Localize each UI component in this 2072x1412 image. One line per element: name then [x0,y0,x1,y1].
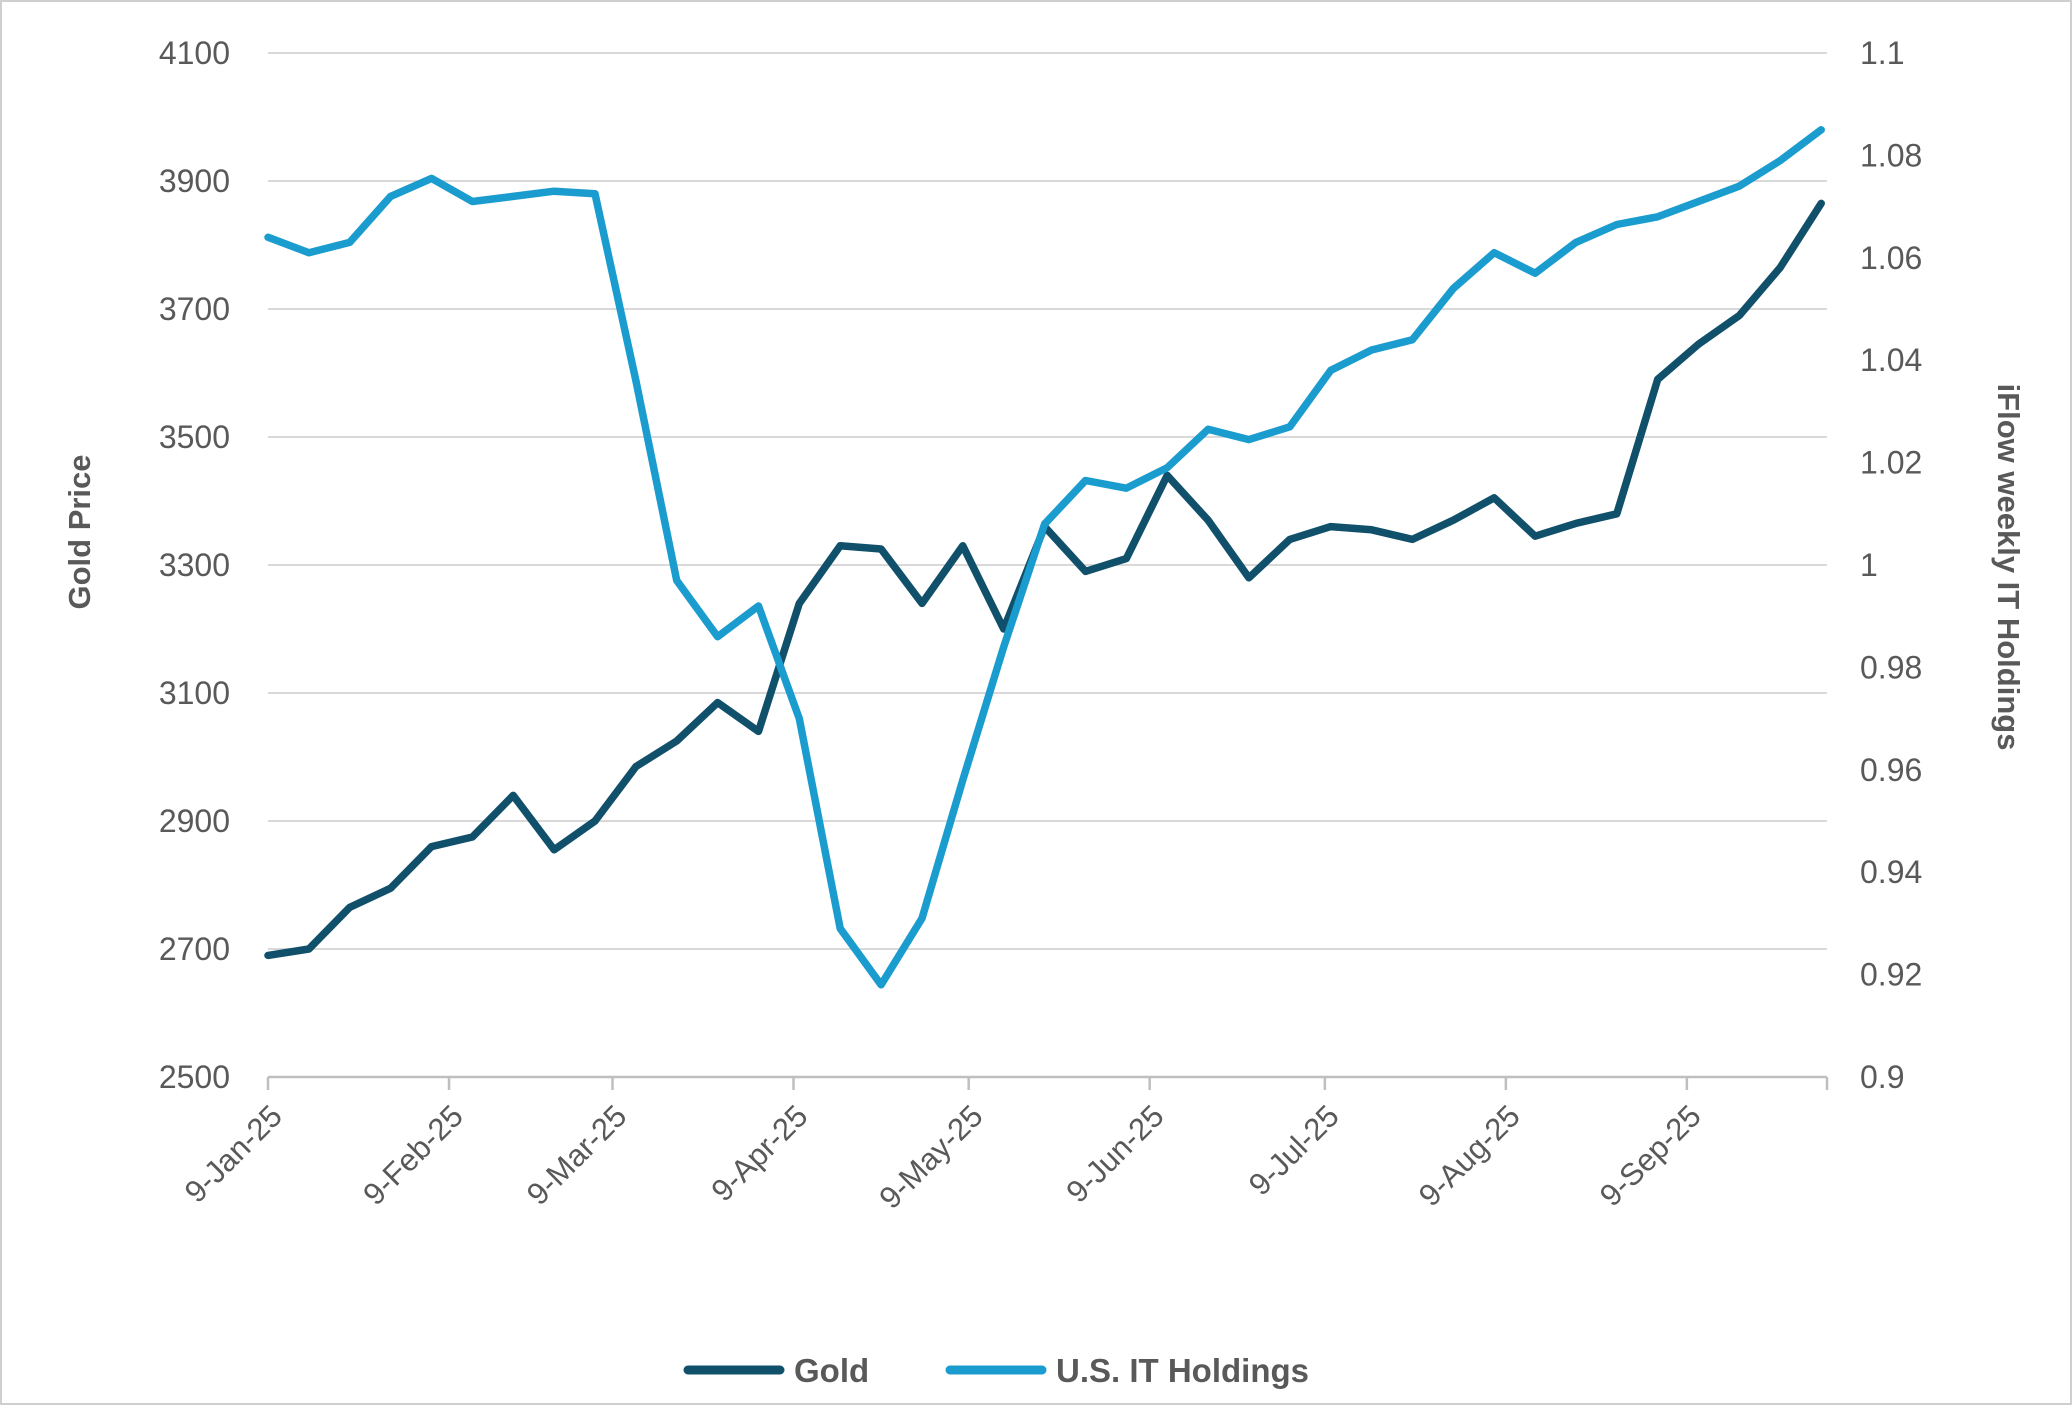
gold-line [264,199,1825,960]
x-axis-tick-label: 9-Aug-25 [1412,1098,1527,1213]
left-axis-tick-label: 3700 [159,291,230,327]
x-axis-tick-label: 9-Jan-25 [178,1098,289,1209]
left-axis-tick-label: 3100 [159,675,230,711]
legend-item-it-holdings: U.S. IT Holdings [945,1352,1309,1389]
x-axis-tick-label: 9-May-25 [872,1098,989,1215]
right-axis-labels: 0.9 0.92 0.94 0.96 0.98 1 1.02 1.04 1.06 1.08 1.1 [1860,35,1922,1095]
legend-item-gold: Gold [683,1352,869,1389]
x-axis [266,1075,1829,1090]
right-axis-tick-label: 1.1 [1860,35,1904,71]
x-axis-tick-label: 9-Jun-25 [1059,1098,1170,1209]
legend: Gold U.S. IT Holdings [683,1352,1309,1389]
x-axis-tick-label: 9-Apr-25 [704,1098,814,1208]
legend-label-gold: Gold [794,1352,869,1389]
right-axis-title: iFlow weekly IT Holdings [1991,384,2026,751]
right-axis-tick-label: 0.94 [1860,854,1922,890]
right-axis-tick-label: 1.02 [1860,445,1922,481]
right-axis-tick-label: 1.04 [1860,342,1922,378]
right-axis-tick-label: 0.96 [1860,752,1922,788]
left-axis-tick-label: 4100 [159,35,230,71]
it-holdings-line [264,126,1825,989]
legend-label-it-holdings: U.S. IT Holdings [1056,1352,1309,1389]
left-axis-title: Gold Price [62,454,97,609]
left-axis-labels: 2500 2700 2900 3100 3300 3500 3700 3900 4100 [159,35,230,1095]
left-axis-tick-label: 2700 [159,931,230,967]
right-axis-tick-label: 1 [1860,547,1878,583]
x-axis-tick-label: 9-Mar-25 [520,1098,634,1212]
right-axis-tick-label: 1.06 [1860,240,1922,276]
x-axis-tick-label: 9-Jul-25 [1242,1098,1346,1202]
left-axis-tick-label: 3900 [159,163,230,199]
gridlines [268,52,1827,1078]
right-axis-tick-label: 0.9 [1860,1059,1904,1095]
x-axis-tick-label: 9-Feb-25 [356,1098,470,1212]
left-axis-tick-label: 3300 [159,547,230,583]
x-axis-labels: 9-Jan-25 9-Feb-25 9-Mar-25 9-Apr-25 9-May-25… [178,1098,1708,1215]
left-axis-tick-label: 3500 [159,419,230,455]
right-axis-tick-label: 0.98 [1860,649,1922,685]
right-axis-tick-label: 1.08 [1860,137,1922,173]
left-axis-tick-label: 2900 [159,803,230,839]
x-axis-tick-label: 9-Sep-25 [1593,1098,1708,1213]
right-axis-tick-label: 0.92 [1860,957,1922,993]
left-axis-tick-label: 2500 [159,1059,230,1095]
